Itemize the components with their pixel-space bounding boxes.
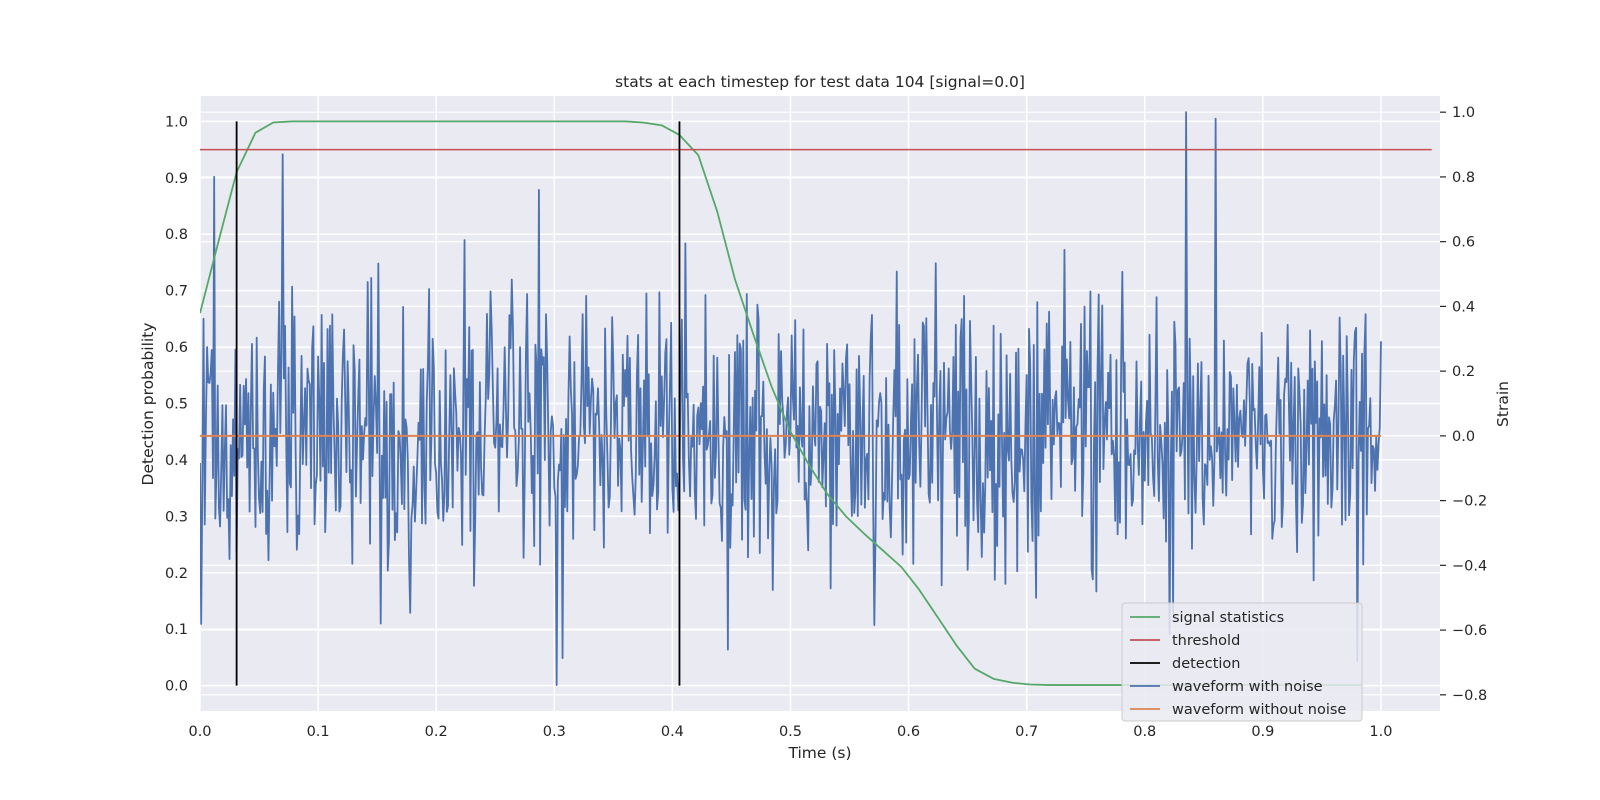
- y2-axis-ticks: −0.8 −0.6 −0.4 −0.2 0.0 0.2 0.4 0.6 0.8 1.0: [1440, 105, 1487, 704]
- legend-label: waveform with noise: [1172, 679, 1323, 695]
- series-signal-statistics: [200, 120, 1363, 686]
- y-tick-label: 0.8: [165, 227, 188, 243]
- legend-label: detection: [1172, 656, 1240, 672]
- legend-box: [1121, 602, 1363, 722]
- y2-tick-label: −0.8: [1452, 688, 1487, 704]
- x-tick-label: 0.5: [779, 724, 802, 740]
- y2-tick-label: 0.0: [1452, 429, 1475, 445]
- y2-tick-label: 0.2: [1452, 364, 1475, 380]
- y2-tick-label: −0.6: [1452, 623, 1487, 639]
- legend-label: threshold: [1172, 633, 1240, 649]
- y-axis-label: Detection probability: [139, 323, 157, 486]
- y2-tick-label: −0.4: [1452, 558, 1487, 574]
- y2-tick-label: −0.2: [1452, 494, 1487, 510]
- x-tick-label: 0.8: [1133, 724, 1156, 740]
- y-tick-label: 0.1: [165, 622, 188, 638]
- y2-tick-label: 0.4: [1452, 299, 1475, 315]
- x-tick-label: 0.3: [543, 724, 566, 740]
- x-tick-label: 0.4: [661, 724, 684, 740]
- legend-label: signal statistics: [1172, 610, 1284, 626]
- x-tick-label: 1.0: [1369, 724, 1392, 740]
- series-layer: [200, 111, 1432, 687]
- y2-axis-label: Strain: [1494, 381, 1512, 427]
- y2-tick-label: 0.8: [1452, 170, 1475, 186]
- y2-tick-label: 1.0: [1452, 105, 1475, 121]
- y-tick-label: 0.5: [165, 397, 188, 413]
- y-tick-label: 0.6: [165, 340, 188, 356]
- legend: signal statistics threshold detection wavef…: [1121, 602, 1363, 722]
- y-tick-label: 0.0: [165, 679, 188, 695]
- y-tick-label: 1.0: [165, 114, 188, 130]
- x-tick-label: 0.7: [1015, 724, 1038, 740]
- y-tick-label: 0.4: [165, 453, 188, 469]
- y-tick-label: 0.2: [165, 566, 188, 582]
- x-tick-label: 0.1: [307, 724, 330, 740]
- x-tick-label: 0.6: [897, 724, 920, 740]
- y-tick-label: 0.3: [165, 509, 188, 525]
- x-axis-label: Time (s): [787, 744, 851, 762]
- x-tick-label: 0.9: [1251, 724, 1274, 740]
- legend-label: waveform without noise: [1172, 702, 1346, 718]
- x-tick-label: 0.0: [188, 724, 211, 740]
- y-axis-ticks: 0.0 0.1 0.2 0.3 0.4 0.5 0.6 0.7 0.8 0.9 1.0: [165, 114, 188, 694]
- x-axis-ticks: 0.0 0.1 0.2 0.3 0.4 0.5 0.6 0.7 0.8 0.9 1.0: [188, 724, 1392, 740]
- chart-title: stats at each timestep for test data 104…: [615, 73, 1025, 91]
- y2-tick-label: 0.6: [1452, 235, 1475, 251]
- y-tick-label: 0.7: [165, 284, 188, 300]
- y-tick-label: 0.9: [165, 171, 188, 187]
- x-tick-label: 0.2: [425, 724, 448, 740]
